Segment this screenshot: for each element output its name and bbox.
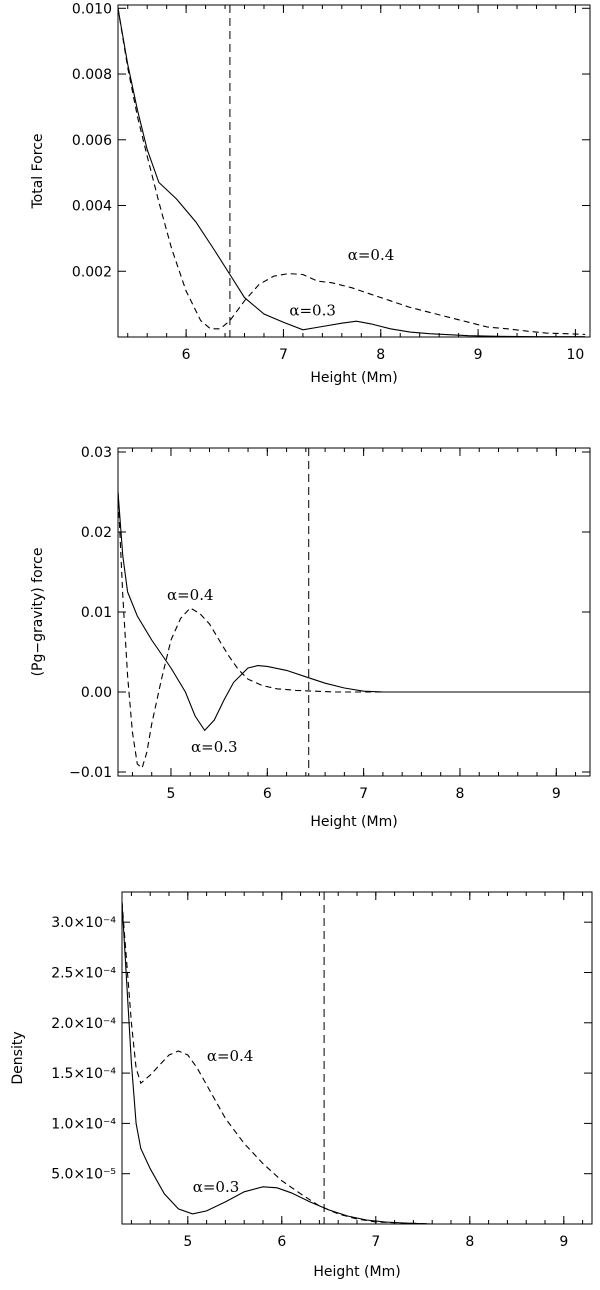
y-tick-label: 0.00 — [81, 685, 112, 701]
y-tick-label: 0.03 — [81, 445, 112, 461]
y-tick-label: 0.010 — [72, 1, 112, 17]
x-tick-label: 9 — [474, 347, 483, 363]
y-tick-label: 0.004 — [72, 199, 112, 215]
y-tick-label: −0.01 — [69, 765, 112, 781]
series-line-alpha-0.4 — [118, 8, 586, 335]
plot-frame — [117, 447, 591, 777]
series-line-alpha-0.4 — [118, 491, 590, 769]
annotation-label: α=0.4 — [348, 246, 395, 264]
y-tick-label: 0.02 — [81, 525, 112, 541]
x-tick-label: 8 — [376, 347, 385, 363]
x-tick-label: 7 — [279, 347, 288, 363]
plot-frame — [121, 891, 593, 1225]
x-tick-label: 5 — [167, 786, 176, 802]
x-tick-label: 10 — [566, 347, 584, 363]
y-axis-label: Total Force — [30, 133, 46, 209]
x-tick-label: 8 — [465, 1234, 474, 1250]
series-line-alpha-0.3 — [122, 902, 498, 1224]
x-axis-label: Height (Mm) — [310, 370, 397, 386]
chart-panel-2: 5 6 7 8 9 −0.01 0.00 0.01 0.02 0.03 Height (Mm) (Pg… — [30, 445, 591, 830]
chart-panel-3: 5 6 7 8 9 5.0×10⁻⁵ 1.0×10⁻⁴ 1.5×10⁻⁴ 2.0×10⁻⁴ 2.5… — [10, 891, 593, 1280]
x-axis-label: Height (Mm) — [313, 1264, 400, 1280]
y-tick-label: 0.01 — [81, 605, 112, 621]
x-tick-label: 6 — [277, 1234, 286, 1250]
x-tick-label: 7 — [371, 1234, 380, 1250]
x-tick-label: 5 — [183, 1234, 192, 1250]
annotation-label: α=0.3 — [191, 738, 238, 756]
y-tick-label: 5.0×10⁻⁵ — [51, 1167, 116, 1183]
y-axis-label: Density — [10, 1031, 26, 1084]
annotation-label: α=0.4 — [207, 1047, 254, 1065]
x-axis-label: Height (Mm) — [310, 814, 397, 830]
chart-panel-1: 6 7 8 9 10 0.002 0.004 0.006 0.008 0.010 Height (M… — [30, 1, 591, 386]
x-tick-label: 6 — [263, 786, 272, 802]
x-tick-label: 6 — [182, 347, 191, 363]
y-tick-label: 1.5×10⁻⁴ — [51, 1066, 116, 1082]
y-tick-label: 2.5×10⁻⁴ — [51, 965, 116, 981]
x-tick-label: 9 — [559, 1234, 568, 1250]
y-tick-label: 3.0×10⁻⁴ — [51, 915, 116, 931]
y-tick-label: 0.008 — [72, 67, 112, 83]
annotation-label: α=0.4 — [167, 586, 214, 604]
series-line-alpha-0.4 — [122, 902, 498, 1224]
series-line-alpha-0.3 — [118, 491, 590, 732]
y-axis-label: (Pg−gravity) force — [30, 548, 46, 677]
x-tick-label: 9 — [552, 786, 561, 802]
x-tick-label: 7 — [359, 786, 368, 802]
plot-frame — [117, 4, 591, 338]
y-tick-label: 0.002 — [72, 264, 112, 280]
annotation-label: α=0.3 — [193, 1178, 240, 1196]
series-line-alpha-0.3 — [118, 8, 586, 337]
y-tick-label: 0.006 — [72, 133, 112, 149]
x-tick-label: 8 — [455, 786, 464, 802]
annotation-label: α=0.3 — [289, 302, 336, 320]
y-tick-label: 2.0×10⁻⁴ — [51, 1016, 116, 1032]
y-tick-label: 1.0×10⁻⁴ — [51, 1116, 116, 1132]
